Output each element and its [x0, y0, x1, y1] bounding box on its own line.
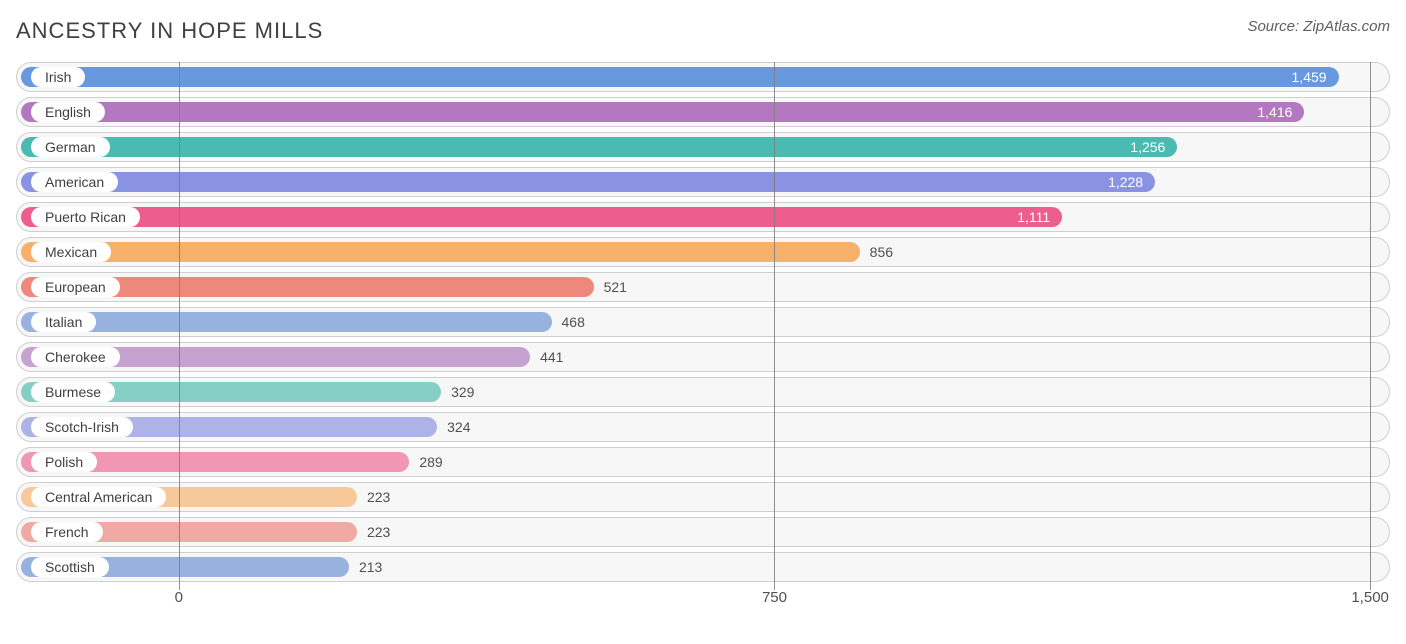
value-label: 329	[451, 378, 474, 406]
category-pill: Cherokee	[31, 347, 120, 367]
bar-row: French 223	[16, 517, 1390, 547]
bar-row: Polish 289	[16, 447, 1390, 477]
category-pill: Polish	[31, 452, 97, 472]
category-pill: Puerto Rican	[31, 207, 140, 227]
value-label: 1,416	[1257, 98, 1292, 126]
x-axis: 0 750 1,500	[16, 587, 1390, 611]
category-pill: European	[31, 277, 120, 297]
bar-row: Scotch-Irish 324	[16, 412, 1390, 442]
bar-row: Irish 1,459	[16, 62, 1390, 92]
value-label: 324	[447, 413, 470, 441]
bar-row: European 521	[16, 272, 1390, 302]
value-label: 468	[562, 308, 585, 336]
value-label: 1,228	[1108, 168, 1143, 196]
category-pill: German	[31, 137, 110, 157]
category-pill: American	[31, 172, 118, 192]
bar-row: German 1,256	[16, 132, 1390, 162]
bar	[21, 312, 552, 332]
chart-area: Irish 1,459 English 1,416 German 1,256 America…	[16, 62, 1390, 612]
bar-row: Cherokee 441	[16, 342, 1390, 372]
value-label: 1,459	[1292, 63, 1327, 91]
bar	[21, 207, 1062, 227]
value-label: 1,111	[1017, 203, 1050, 231]
category-pill: Italian	[31, 312, 96, 332]
bar	[21, 172, 1155, 192]
bar-row: American 1,228	[16, 167, 1390, 197]
bar-row: Puerto Rican 1,111	[16, 202, 1390, 232]
x-tick-label: 1,500	[1351, 589, 1389, 606]
x-tick-label: 0	[175, 589, 183, 606]
chart-header: ANCESTRY IN HOPE MILLS Source: ZipAtlas.…	[16, 18, 1390, 44]
value-label: 223	[367, 483, 390, 511]
value-label: 289	[419, 448, 442, 476]
category-pill: Central American	[31, 487, 166, 507]
chart-rows: Irish 1,459 English 1,416 German 1,256 America…	[16, 62, 1390, 582]
bar	[21, 102, 1304, 122]
chart-source: Source: ZipAtlas.com	[1247, 18, 1390, 35]
value-label: 521	[604, 273, 627, 301]
value-label: 441	[540, 343, 563, 371]
bar-row: Italian 468	[16, 307, 1390, 337]
bar-row: Central American 223	[16, 482, 1390, 512]
category-pill: Mexican	[31, 242, 111, 262]
grid-line	[179, 62, 180, 590]
chart-title: ANCESTRY IN HOPE MILLS	[16, 18, 323, 44]
grid-line	[774, 62, 775, 590]
x-tick-label: 750	[762, 589, 787, 606]
bar	[21, 137, 1177, 157]
bar-row: English 1,416	[16, 97, 1390, 127]
category-pill: English	[31, 102, 105, 122]
category-pill: French	[31, 522, 103, 542]
grid-line	[1370, 62, 1371, 590]
value-label: 856	[870, 238, 893, 266]
bar-row: Scottish 213	[16, 552, 1390, 582]
value-label: 213	[359, 553, 382, 581]
bar-row: Burmese 329	[16, 377, 1390, 407]
category-pill: Burmese	[31, 382, 115, 402]
value-label: 223	[367, 518, 390, 546]
bar-row: Mexican 856	[16, 237, 1390, 267]
category-pill: Irish	[31, 67, 85, 87]
bar	[21, 242, 860, 262]
value-label: 1,256	[1130, 133, 1165, 161]
bar	[21, 67, 1339, 87]
category-pill: Scotch-Irish	[31, 417, 133, 437]
category-pill: Scottish	[31, 557, 109, 577]
